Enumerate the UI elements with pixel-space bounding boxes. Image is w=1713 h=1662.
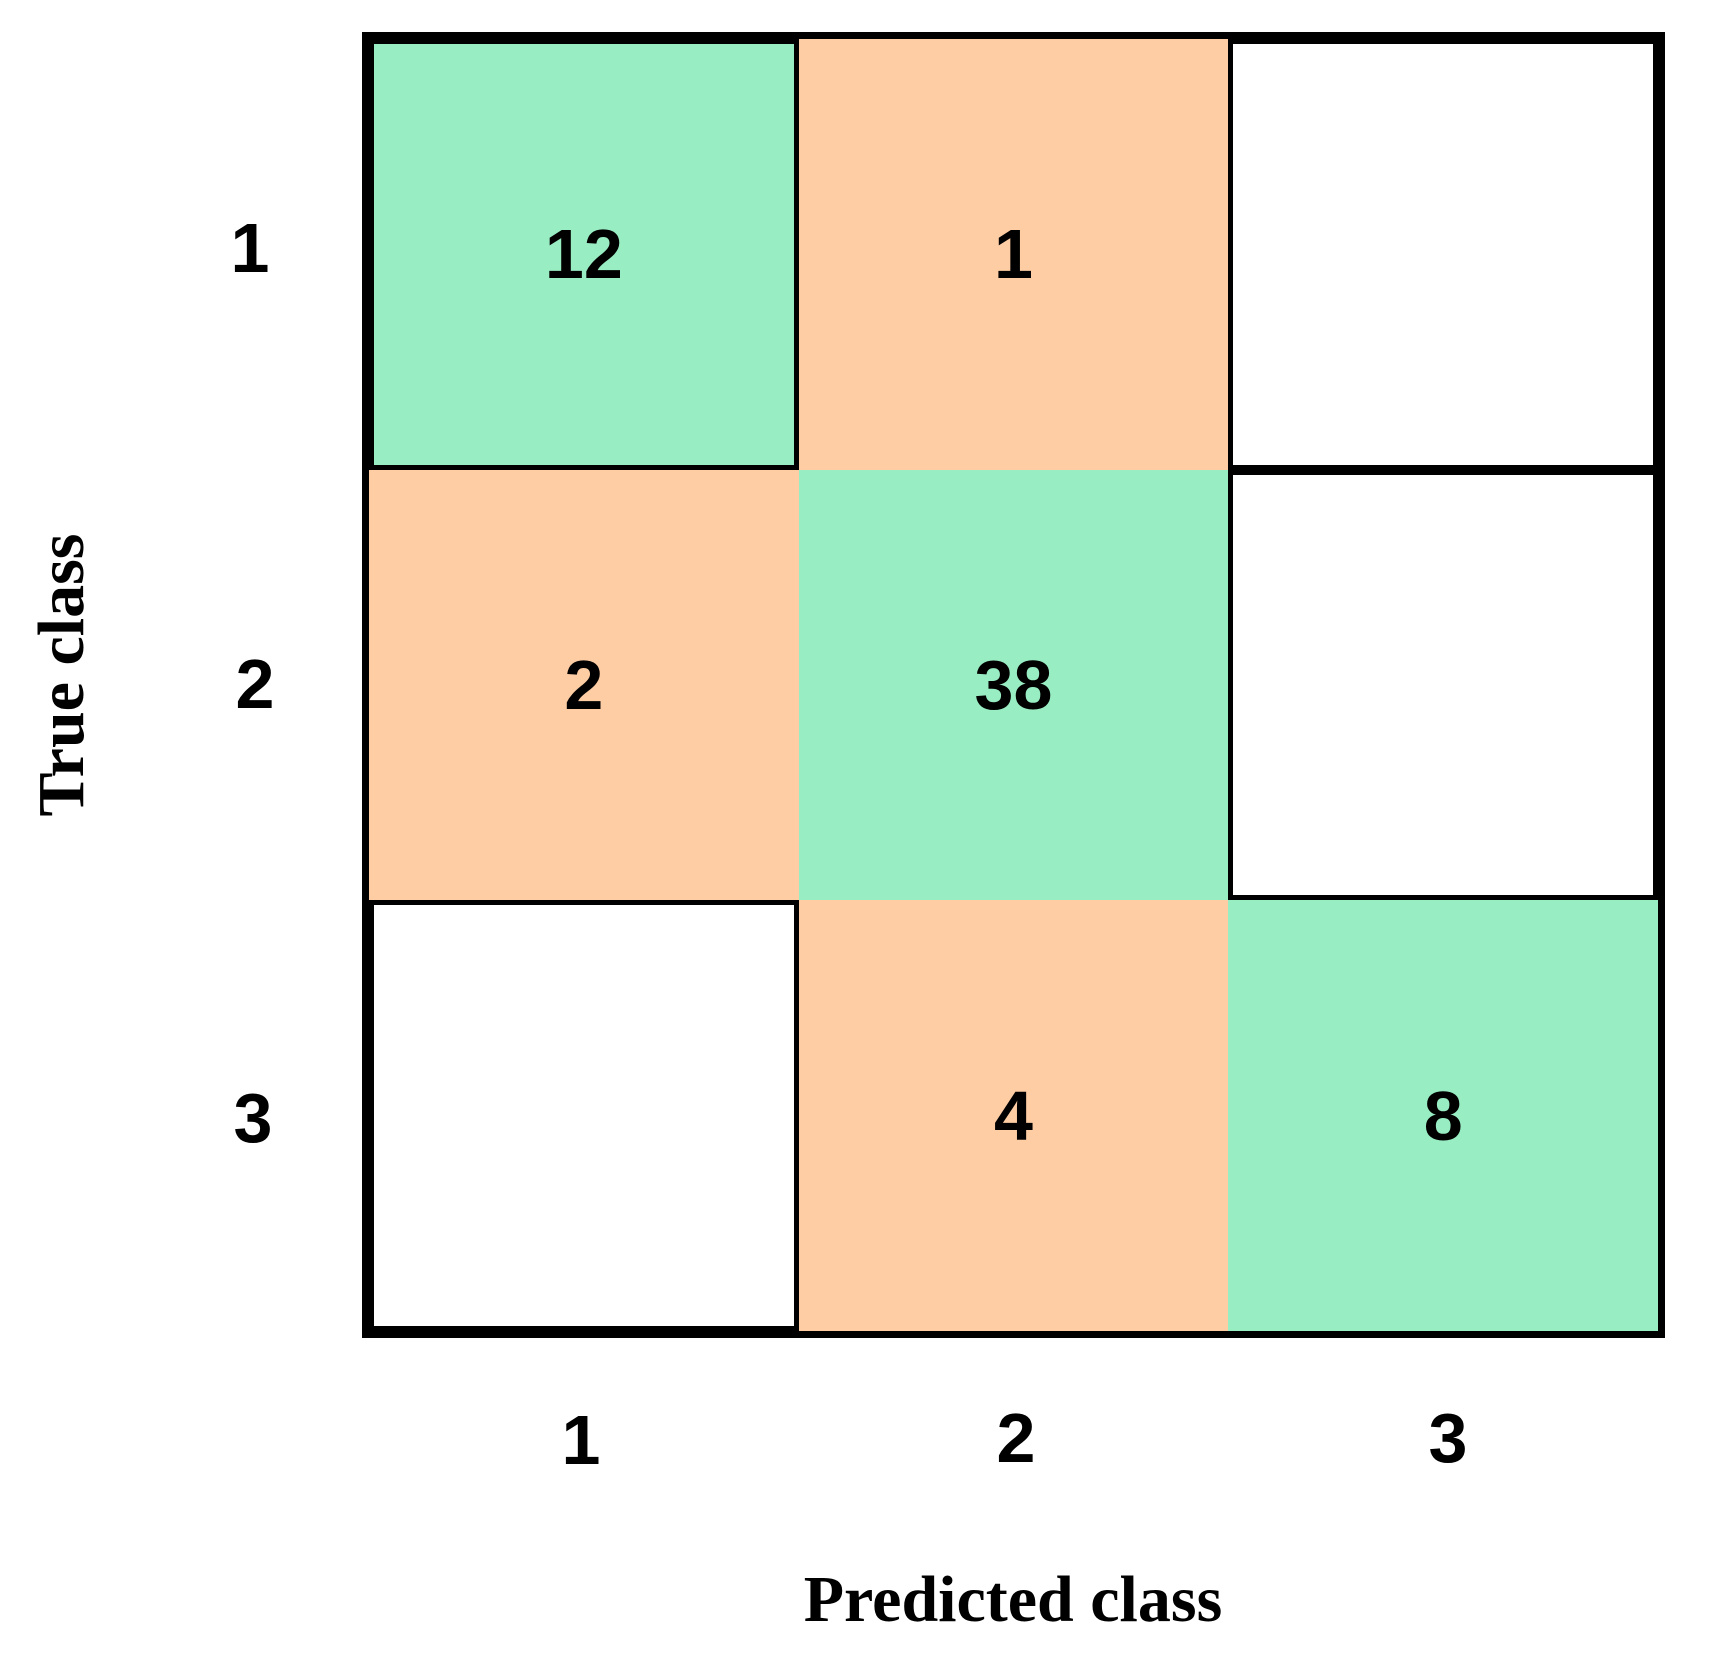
y-axis-tick-2: 2: [235, 645, 275, 723]
cell-r2c1: 2: [369, 469, 799, 901]
cell-value-r3c3: 8: [1423, 1076, 1463, 1155]
x-axis-tick-1: 1: [561, 1401, 601, 1479]
cell-r2c2: 38: [798, 469, 1229, 901]
cell-r1c1: 12: [369, 39, 799, 470]
y-axis-tick-1: 1: [230, 209, 270, 287]
x-axis-tick-3: 3: [1428, 1399, 1468, 1477]
x-axis-title: Predicted class: [803, 1563, 1223, 1636]
cell-r3c1: [369, 900, 799, 1331]
cell-value-r1c1: 12: [544, 215, 623, 294]
cell-value-r1c2: 1: [994, 215, 1033, 294]
x-axis-tick-2: 2: [996, 1399, 1036, 1477]
cell-value-r3c2: 4: [994, 1076, 1033, 1155]
cell-r2c3: [1228, 469, 1658, 901]
cell-r1c3: [1228, 39, 1658, 470]
cell-r3c3: 8: [1228, 900, 1658, 1331]
cell-r3c2: 4: [798, 900, 1229, 1331]
cell-value-r2c1: 2: [564, 645, 604, 724]
confusion-matrix-grid: 12 1 2 38 4 8: [362, 32, 1665, 1338]
y-axis-tick-3: 3: [233, 1079, 273, 1157]
y-axis-title: True class: [25, 533, 98, 817]
cell-r1c2: 1: [798, 39, 1229, 470]
cell-value-r2c2: 38: [974, 645, 1053, 724]
